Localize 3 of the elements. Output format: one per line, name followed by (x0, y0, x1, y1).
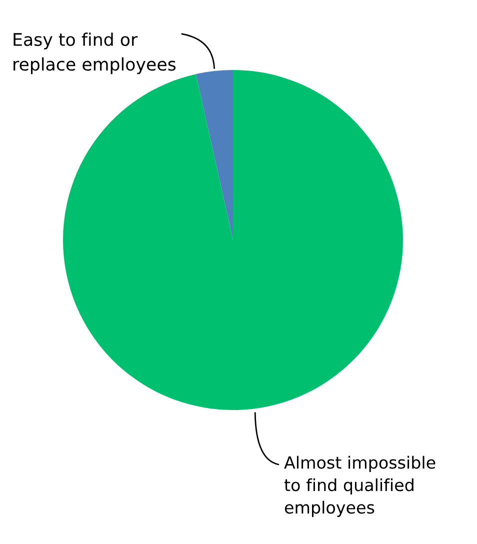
slice-label: Easy to find or replace employees (14, 32, 176, 74)
slice-label: Almost impossible to find qualified employees (284, 456, 436, 517)
pie-slice (196, 70, 233, 240)
